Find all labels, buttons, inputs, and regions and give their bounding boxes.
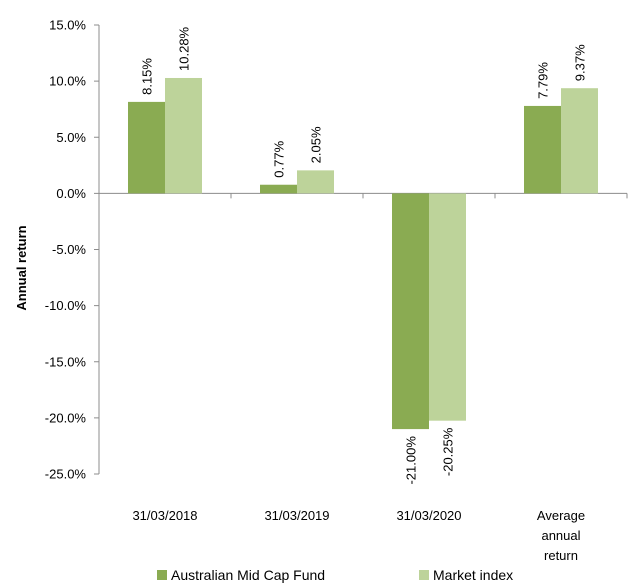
x-tick-label: Average annual return bbox=[537, 508, 585, 563]
y-tick-label: -25.0% bbox=[45, 467, 87, 482]
x-tick-label-line: 31/03/2018 bbox=[132, 508, 197, 523]
y-tick-label: -20.0% bbox=[45, 410, 87, 425]
y-tick-label: 5.0% bbox=[56, 130, 86, 145]
x-tick-label: 31/03/2018 bbox=[132, 508, 197, 523]
data-label: -20.25% bbox=[441, 427, 456, 476]
x-tick-label-line: Average bbox=[537, 508, 585, 523]
y-tick-label: -5.0% bbox=[52, 242, 86, 257]
y-tick-label: 15.0% bbox=[49, 18, 86, 33]
x-tick-label-line: 31/03/2020 bbox=[396, 508, 461, 523]
axes: 15.0% 10.0% 5.0% 0.0% -5.0% -10.0% -15.0% -20.0… bbox=[45, 18, 628, 563]
data-label: 0.77% bbox=[272, 140, 287, 177]
legend-label: Australian Mid Cap Fund bbox=[171, 567, 325, 583]
bar-index bbox=[429, 193, 466, 421]
data-label: 2.05% bbox=[309, 126, 324, 163]
y-axis-label: Annual return bbox=[14, 225, 29, 310]
data-labels: 8.15% 10.28% 0.77% 2.05% -21.00% -20.25% 7.79%… bbox=[140, 26, 588, 484]
x-tick-label-line: annual bbox=[541, 528, 580, 543]
bar-index bbox=[297, 170, 334, 194]
y-tick-label: -15.0% bbox=[45, 354, 87, 369]
x-tick-label-line: 31/03/2019 bbox=[264, 508, 329, 523]
legend-swatch bbox=[419, 570, 429, 580]
bar-fund bbox=[524, 105, 561, 194]
legend: Australian Mid Cap Fund Market index bbox=[157, 567, 513, 583]
bar-fund bbox=[260, 184, 297, 194]
data-label: -21.00% bbox=[404, 436, 419, 485]
y-tick-label: 0.0% bbox=[56, 186, 86, 201]
y-tick-label: -10.0% bbox=[45, 298, 87, 313]
data-label: 9.37% bbox=[573, 44, 588, 81]
bars bbox=[128, 77, 598, 430]
data-label: 7.79% bbox=[536, 62, 551, 99]
bar-index bbox=[165, 77, 202, 194]
data-label: 10.28% bbox=[177, 26, 192, 71]
legend-swatch bbox=[157, 570, 167, 580]
legend-label: Market index bbox=[433, 567, 513, 583]
bar-fund bbox=[392, 193, 429, 430]
x-tick-label: 31/03/2020 bbox=[396, 508, 461, 523]
y-tick-label: 10.0% bbox=[49, 74, 86, 89]
data-label: 8.15% bbox=[140, 58, 155, 95]
x-tick-label: 31/03/2019 bbox=[264, 508, 329, 523]
x-tick-label-line: return bbox=[544, 548, 578, 563]
bar-index bbox=[561, 88, 598, 194]
bar-fund bbox=[128, 101, 165, 194]
